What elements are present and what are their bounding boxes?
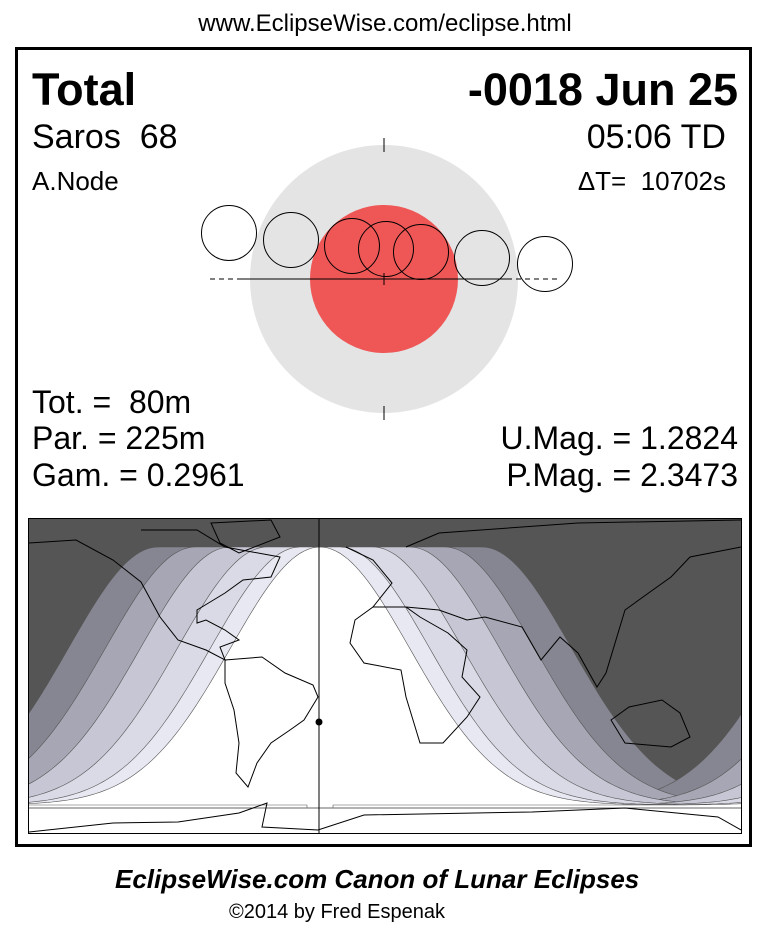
coast-australia <box>610 699 691 748</box>
url-header: www.EclipseWise.com/eclipse.html <box>198 10 572 37</box>
moon-circle <box>454 230 510 286</box>
eclipse-figure-frame <box>15 47 752 847</box>
coast-greenland <box>210 519 281 554</box>
moon-circle <box>324 218 380 274</box>
totality-duration: Tot. = 80m <box>32 384 192 420</box>
moon-circle <box>263 212 319 268</box>
eclipse-time: 05:06 TD <box>586 118 726 156</box>
gamma: Gam. = 0.2961 <box>32 457 245 493</box>
moon-circle <box>517 236 573 292</box>
coast-eurasia <box>345 546 741 688</box>
umbral-magnitude: U.Mag. = 1.2824 <box>500 420 738 456</box>
moon-circle <box>201 205 257 261</box>
moon-circle <box>393 224 449 280</box>
partial-duration: Par. = 225m <box>32 420 206 456</box>
full-visibility-region <box>29 546 741 811</box>
antarctic-region <box>29 808 741 833</box>
saros-number: Saros 68 <box>32 118 178 156</box>
coast-north-america <box>29 529 281 662</box>
eclipse-type: Total <box>32 64 137 115</box>
map-border <box>28 518 742 834</box>
delta-t: ΔT= 10702s <box>577 166 726 196</box>
eclipse-date: -0018 Jun 25 <box>467 64 738 115</box>
penumbral-magnitude: P.Mag. = 2.3473 <box>506 457 738 493</box>
footer-copyright: ©2014 by Fred Espenak <box>229 901 445 923</box>
moon-circle <box>358 221 414 277</box>
moon-positions <box>201 205 573 292</box>
greatest-eclipse-point <box>315 718 323 726</box>
world-map <box>29 519 741 833</box>
footer-title: EclipseWise.com Canon of Lunar Eclipses <box>115 864 640 894</box>
coast-antarctica <box>29 802 741 833</box>
node: A.Node <box>32 166 119 196</box>
coast-africa <box>349 606 481 744</box>
coast-arctic-eurasia <box>405 519 741 548</box>
coast-south-america <box>224 656 319 788</box>
